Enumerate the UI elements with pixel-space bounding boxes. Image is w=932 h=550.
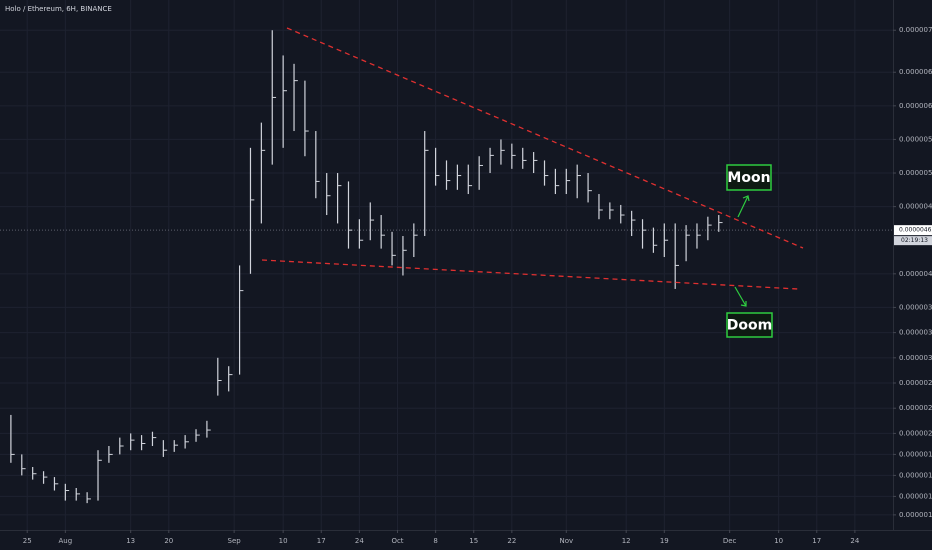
y-tick-label: 0.00000145 <box>899 492 932 500</box>
x-tick-label: 8 <box>433 537 437 545</box>
countdown-box <box>894 236 932 246</box>
x-tick-label: 10 <box>774 537 783 545</box>
y-tick-label: 0.00000530 <box>899 169 932 177</box>
y-tick-label: 0.00000310 <box>899 354 932 362</box>
x-tick-label: 17 <box>317 537 326 545</box>
y-tick-label: 0.00000570 <box>899 135 932 143</box>
x-tick-label: 15 <box>469 537 478 545</box>
last-price-box <box>894 225 932 236</box>
x-tick-label: 24 <box>850 537 859 545</box>
last-price-label: 0.00000462 <box>899 227 932 234</box>
x-tick-label: Nov <box>559 537 573 545</box>
y-tick-label: 0.00000250 <box>899 404 932 412</box>
x-tick-label: Sep <box>228 537 242 545</box>
y-tick-label: 0.00000280 <box>899 379 932 387</box>
y-tick-label: 0.00000410 <box>899 270 932 278</box>
x-tick-label: Oct <box>391 537 403 545</box>
down-arrow <box>734 286 747 307</box>
x-tick-label: 19 <box>660 537 669 545</box>
doom-label: Doom <box>727 318 772 334</box>
moon-box <box>726 164 772 191</box>
x-tick-label: 22 <box>507 537 516 545</box>
x-tick-label: 13 <box>126 537 135 545</box>
axes: 0.00000700 0.00000650 0.00000610 0.00000570… <box>23 26 932 545</box>
grid <box>0 0 893 530</box>
chart-title: Holo / Ethereum, 6H, BINANCE <box>5 5 112 13</box>
moon-label: Moon <box>727 170 770 186</box>
y-tick-label: 0.00000700 <box>899 26 932 34</box>
upper-trendline <box>286 27 804 249</box>
countdown-label: 02:19:13 <box>901 237 928 244</box>
y-tick-label: 0.00000170 <box>899 471 932 479</box>
x-tick-label: 24 <box>355 537 364 545</box>
y-tick-label: 0.00000370 <box>899 303 932 311</box>
y-tick-label: 0.00000490 <box>899 203 932 211</box>
x-tick-label: Dec <box>723 537 737 545</box>
price-bars <box>10 30 723 504</box>
x-tick-label: Aug <box>59 537 73 545</box>
y-tick-label: 0.00000195 <box>899 450 932 458</box>
y-tick-label: 0.00000340 <box>899 329 932 337</box>
y-tick-label: 0.00000650 <box>899 68 932 76</box>
x-tick-label: 20 <box>164 537 173 545</box>
x-tick-label: 12 <box>622 537 631 545</box>
x-tick-label: 17 <box>812 537 821 545</box>
x-tick-label: 10 <box>279 537 288 545</box>
y-tick-label: 0.00000220 <box>899 429 932 437</box>
y-tick-label: 0.00000610 <box>899 102 932 110</box>
up-arrow <box>737 195 750 218</box>
doom-box <box>726 312 773 338</box>
x-tick-label: 25 <box>23 537 32 545</box>
y-tick-label: 0.00000123 <box>899 511 932 519</box>
